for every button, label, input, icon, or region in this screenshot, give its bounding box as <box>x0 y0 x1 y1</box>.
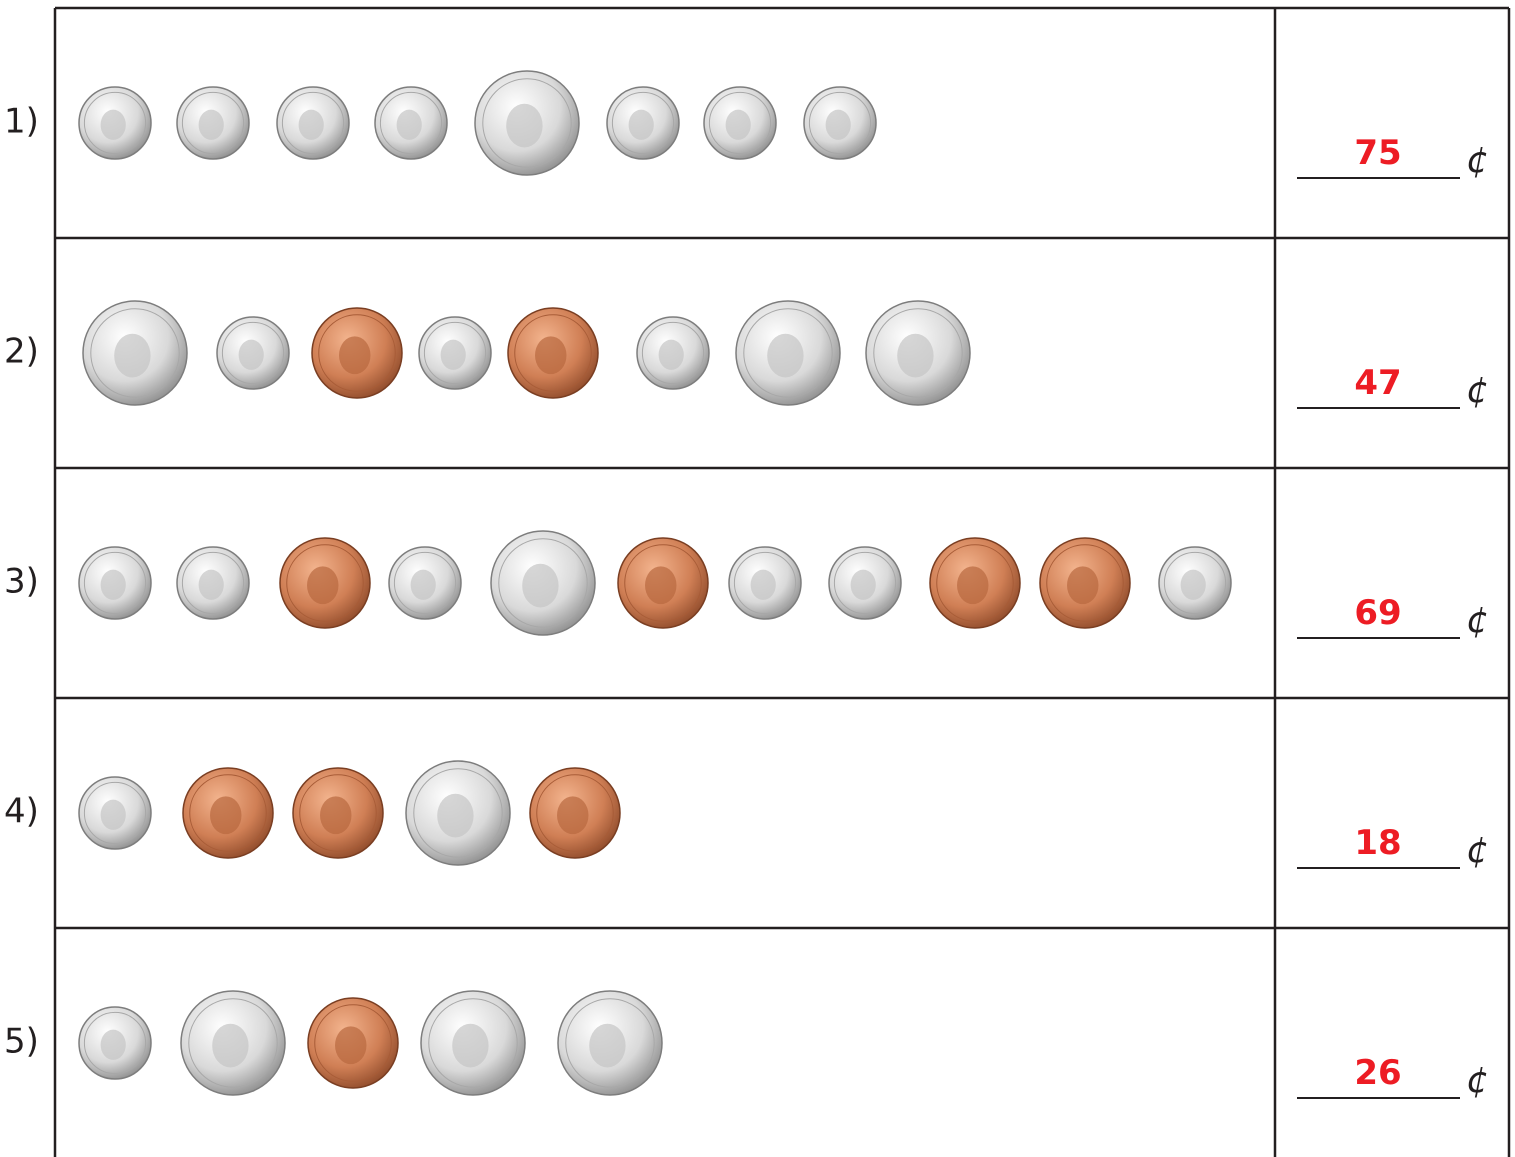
answer: 75 <box>1354 133 1401 173</box>
coin-relief <box>397 110 422 140</box>
row-label: 2) <box>4 332 39 372</box>
coin-relief <box>101 570 126 600</box>
coin <box>530 768 620 858</box>
row-label: 4) <box>4 792 39 832</box>
coin <box>79 777 151 849</box>
row-label: 3) <box>4 562 39 602</box>
coin-relief <box>239 340 264 370</box>
coin-relief <box>557 796 589 834</box>
coin <box>293 768 383 858</box>
coin <box>704 87 776 159</box>
coin <box>217 317 289 389</box>
coin <box>79 547 151 619</box>
coin <box>930 538 1020 628</box>
coin <box>491 531 595 635</box>
coin <box>181 991 285 1095</box>
coin <box>277 87 349 159</box>
coin-relief <box>506 104 542 148</box>
coin <box>637 317 709 389</box>
coin-relief <box>751 570 776 600</box>
coin <box>618 538 708 628</box>
coin-relief <box>441 340 466 370</box>
answer: 69 <box>1354 593 1401 633</box>
coin <box>177 547 249 619</box>
coin-relief <box>767 334 803 378</box>
answer: 26 <box>1354 1053 1401 1093</box>
coin-relief <box>589 1024 625 1068</box>
coin <box>183 768 273 858</box>
coin-relief <box>320 796 352 834</box>
coin-relief <box>726 110 751 140</box>
coin <box>607 87 679 159</box>
coin <box>829 547 901 619</box>
coin-relief <box>522 564 558 608</box>
coin <box>83 301 187 405</box>
coin <box>280 538 370 628</box>
coin-relief <box>101 1030 126 1060</box>
unit: ¢ <box>1466 1060 1489 1101</box>
coin <box>866 301 970 405</box>
coin-relief <box>897 334 933 378</box>
coin-relief <box>114 334 150 378</box>
coin-relief <box>299 110 324 140</box>
coin-relief <box>339 336 371 374</box>
coin <box>475 71 579 175</box>
coin <box>804 87 876 159</box>
coin <box>406 761 510 865</box>
unit: ¢ <box>1466 370 1489 411</box>
coin-relief <box>957 566 989 604</box>
row-label: 5) <box>4 1022 39 1062</box>
coin-relief <box>210 796 242 834</box>
coin-relief <box>826 110 851 140</box>
coin <box>375 87 447 159</box>
coin-relief <box>535 336 567 374</box>
coin <box>79 1007 151 1079</box>
coin <box>1159 547 1231 619</box>
unit: ¢ <box>1466 140 1489 181</box>
coin-relief <box>437 794 473 838</box>
answer: 47 <box>1354 363 1401 403</box>
coin-relief <box>851 570 876 600</box>
coin-relief <box>199 570 224 600</box>
coin <box>177 87 249 159</box>
coin <box>79 87 151 159</box>
coin-relief <box>101 110 126 140</box>
coin-relief <box>101 800 126 830</box>
unit: ¢ <box>1466 600 1489 641</box>
answer: 18 <box>1354 823 1401 863</box>
coin-relief <box>411 570 436 600</box>
coin <box>736 301 840 405</box>
coin <box>308 998 398 1088</box>
coin <box>508 308 598 398</box>
row-label: 1) <box>4 102 39 142</box>
coin-relief <box>645 566 677 604</box>
coin-relief <box>629 110 654 140</box>
coin-relief <box>1067 566 1099 604</box>
coin-relief <box>212 1024 248 1068</box>
coin-relief <box>335 1026 367 1064</box>
coin <box>1040 538 1130 628</box>
coin-relief <box>1181 570 1206 600</box>
coin <box>419 317 491 389</box>
unit: ¢ <box>1466 830 1489 871</box>
coin <box>389 547 461 619</box>
worksheet: 1) 75 ¢ 2) 47 ¢ 3) 69 ¢ 4) 18 ¢ 5) 26 ¢ <box>0 0 1515 1157</box>
coin <box>558 991 662 1095</box>
coin-relief <box>452 1024 488 1068</box>
coin <box>421 991 525 1095</box>
coin-relief <box>307 566 339 604</box>
coin-relief <box>659 340 684 370</box>
coin <box>312 308 402 398</box>
coin-relief <box>199 110 224 140</box>
coin <box>729 547 801 619</box>
